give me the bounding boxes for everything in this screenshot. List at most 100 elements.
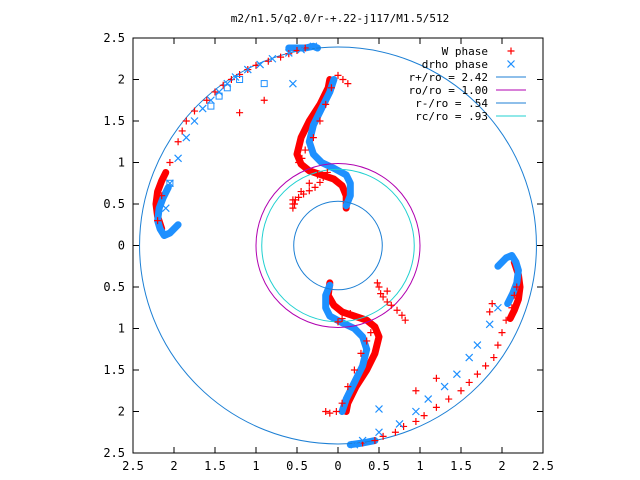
marker-s0-7 xyxy=(203,96,211,104)
open-marker-4 xyxy=(260,80,268,88)
marker-s1-26 xyxy=(358,436,367,445)
marker-s0-88 xyxy=(326,409,334,417)
marker-s0-34 xyxy=(309,134,317,142)
marker-s0-85 xyxy=(344,383,352,391)
marker-s0-79 xyxy=(401,316,409,324)
marker-s0-80 xyxy=(371,325,379,332)
marker-s1-15 xyxy=(309,42,318,51)
band-6 xyxy=(322,281,371,415)
marker-s1-14 xyxy=(297,45,306,54)
marker-s1-19 xyxy=(465,353,474,362)
x-tick-label-8: 1.5 xyxy=(450,459,472,473)
marker-s0-87 xyxy=(332,408,340,415)
marker-s0-77 xyxy=(393,306,401,314)
marker-s0-61 xyxy=(420,412,428,420)
marker-s0-4 xyxy=(178,127,186,135)
marker-s0-55 xyxy=(482,362,490,370)
marker-s0-20 xyxy=(260,96,268,104)
marker-s0-32 xyxy=(298,154,306,162)
phase-markers xyxy=(154,42,521,449)
marker-s0-29 xyxy=(319,173,327,181)
marker-s1-10 xyxy=(243,65,252,74)
circle-3 xyxy=(261,168,415,323)
marker-s0-1 xyxy=(154,217,162,225)
marker-s1-17 xyxy=(485,320,494,329)
marker-s0-37 xyxy=(327,84,335,92)
marker-s0-3 xyxy=(174,138,182,146)
band-3 xyxy=(305,76,354,210)
marker-s0-58 xyxy=(457,387,465,395)
marker-s1-7 xyxy=(215,88,224,96)
chart-title: m2/n1.5/q2.0/r-+.22-j117/M1.5/512 xyxy=(231,12,450,25)
marker-s0-40 xyxy=(344,80,352,88)
marker-s0-35 xyxy=(316,117,324,125)
marker-s0-74 xyxy=(379,293,387,301)
marker-s0-33 xyxy=(301,146,309,154)
marker-s0-90 xyxy=(346,310,354,318)
marker-s1-21 xyxy=(440,382,449,391)
marker-s1-25 xyxy=(375,428,383,437)
x-tick-label-5: 0 xyxy=(334,459,341,473)
legend-label-1: drho phase xyxy=(422,58,488,71)
marker-s0-26 xyxy=(305,187,313,195)
open-marker-1 xyxy=(215,92,223,100)
y-tick-label-5: 0 xyxy=(118,239,125,253)
marker-s1-13 xyxy=(284,49,293,57)
marker-s0-68 xyxy=(432,374,440,382)
marker-s0-39 xyxy=(339,76,347,83)
circle-1 xyxy=(255,163,421,328)
x-tick-label-1: 2 xyxy=(170,459,177,473)
marker-s1-11 xyxy=(256,60,265,69)
marker-s0-8 xyxy=(211,88,219,96)
marker-s1-20 xyxy=(452,370,461,379)
legend-label-5: rc/ro = .93 xyxy=(415,110,488,123)
marker-s1-1 xyxy=(165,179,174,188)
marker-s1-0 xyxy=(161,204,170,213)
marker-s0-71 xyxy=(373,279,381,287)
x-tick-label-4: 0.5 xyxy=(286,459,308,473)
marker-s0-5 xyxy=(182,117,190,125)
marker-s1-3 xyxy=(182,133,191,142)
marker-s0-57 xyxy=(465,378,473,386)
band-8 xyxy=(494,252,522,308)
band-2 xyxy=(293,76,350,212)
marker-s0-43 xyxy=(297,188,305,196)
legend-label-3: ro/ro = 1.00 xyxy=(409,84,488,97)
legend-marker-0 xyxy=(507,47,515,55)
marker-s0-6 xyxy=(191,107,198,115)
x-tick-label-3: 1 xyxy=(252,459,259,473)
marker-s0-54 xyxy=(486,308,494,316)
legend-label-4: r-/ro = .54 xyxy=(415,97,488,110)
marker-s1-5 xyxy=(198,104,207,113)
y-tick-label-8: 1.5 xyxy=(103,363,125,377)
marker-s0-46 xyxy=(513,283,521,291)
marker-s0-30 xyxy=(323,168,331,176)
marker-s0-51 xyxy=(494,341,502,349)
marker-s1-23 xyxy=(411,407,420,416)
y-tick-label-1: 2 xyxy=(118,73,125,87)
band-1 xyxy=(154,183,182,239)
radius-circles xyxy=(139,46,537,445)
marker-s0-42 xyxy=(305,179,313,187)
marker-s0-44 xyxy=(291,196,299,204)
marker-s1-4 xyxy=(190,117,199,125)
axis-ticks: 2.5 2 1.5 1 0.5 0 0.5 1 1.5 2 2.52.521.510.500.511… xyxy=(103,31,554,473)
marker-s0-31 xyxy=(295,159,303,166)
marker-s1-16 xyxy=(493,303,502,312)
marker-s0-69 xyxy=(412,387,420,395)
y-tick-label-6: 0.5 xyxy=(103,280,125,294)
marker-s0-84 xyxy=(350,366,358,374)
marker-s0-60 xyxy=(432,403,440,411)
circle-0 xyxy=(139,46,537,445)
marker-s0-91 xyxy=(338,315,346,323)
marker-s0-62 xyxy=(412,417,420,425)
marker-s0-70 xyxy=(383,287,391,295)
marker-s0-92 xyxy=(334,318,342,326)
marker-s0-41 xyxy=(314,171,321,179)
y-tick-label-9: 2 xyxy=(118,405,125,419)
marker-s0-82 xyxy=(363,337,371,345)
marker-s1-2 xyxy=(174,154,183,163)
y-tick-label-10: 2.5 xyxy=(103,446,125,460)
marker-s0-76 xyxy=(387,301,395,309)
legend-marker-1 xyxy=(507,60,515,68)
